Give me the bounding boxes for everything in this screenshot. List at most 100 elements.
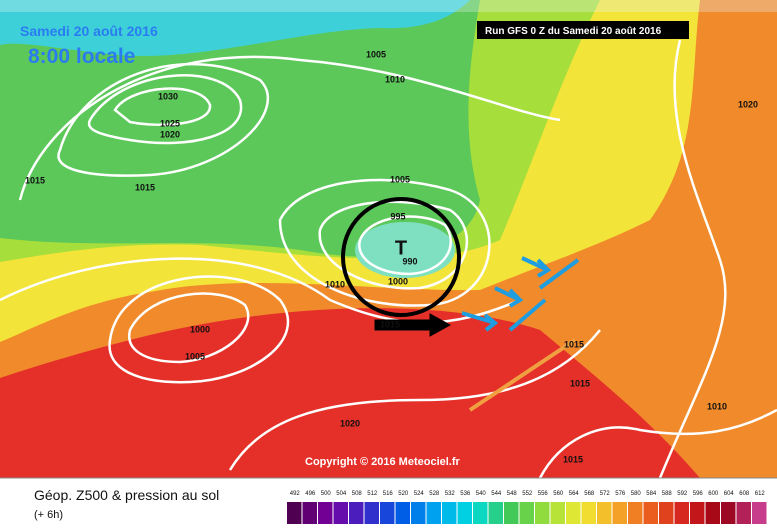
scale-label: 572 bbox=[600, 491, 611, 497]
footer-step: (+ 6h) bbox=[34, 509, 63, 521]
scale-swatch bbox=[426, 502, 441, 524]
isobar-label: 995 bbox=[390, 211, 405, 221]
isobar-label: 1015 bbox=[25, 175, 45, 185]
scale-swatch bbox=[488, 502, 503, 524]
scale-label: 556 bbox=[538, 491, 549, 497]
isobar-label: 1015 bbox=[563, 454, 583, 464]
scale-swatch bbox=[721, 502, 736, 524]
scale-swatch bbox=[597, 502, 612, 524]
isobar-label: 1000 bbox=[388, 276, 408, 286]
isobar-label: 1010 bbox=[385, 74, 405, 84]
date: Samedi 20 août 2016 bbox=[20, 23, 158, 39]
scale-label: 504 bbox=[336, 491, 347, 497]
isobars bbox=[0, 39, 777, 479]
isobar-label: 1005 bbox=[185, 351, 205, 361]
isobar-label: 1015 bbox=[564, 339, 584, 349]
scale-swatch bbox=[380, 502, 395, 524]
scale-swatch bbox=[705, 502, 720, 524]
scale-label: 576 bbox=[615, 491, 626, 497]
isobar-label: 990 bbox=[402, 256, 417, 266]
scale-swatch bbox=[612, 502, 627, 524]
scale-swatch bbox=[581, 502, 596, 524]
map-background bbox=[0, 0, 777, 478]
scale-label: 552 bbox=[522, 491, 533, 497]
scale-label: 508 bbox=[352, 491, 363, 497]
scale-label: 528 bbox=[429, 491, 440, 497]
scale-label: 544 bbox=[491, 491, 502, 497]
scale-swatch bbox=[395, 502, 410, 524]
isobar-label: 1000 bbox=[190, 324, 210, 334]
scale-swatch bbox=[411, 502, 426, 524]
isobar-label: 1010 bbox=[325, 279, 345, 289]
scale-label: 596 bbox=[693, 491, 704, 497]
annotations: T bbox=[341, 197, 580, 412]
scale-swatch bbox=[302, 502, 317, 524]
isobar-label: 1020 bbox=[160, 129, 180, 139]
scale-swatch bbox=[333, 502, 348, 524]
time: 8:00 locale bbox=[28, 45, 135, 68]
scale-label: 604 bbox=[724, 491, 735, 497]
scale-label: 564 bbox=[569, 491, 580, 497]
scale-swatch bbox=[566, 502, 581, 524]
scale-label: 500 bbox=[321, 491, 332, 497]
isobar-label: 1030 bbox=[158, 91, 178, 101]
scale-label: 560 bbox=[553, 491, 564, 497]
scale-swatch bbox=[736, 502, 751, 524]
scale-label: 516 bbox=[383, 491, 394, 497]
scale-swatch bbox=[550, 502, 565, 524]
scale-label: 608 bbox=[739, 491, 750, 497]
isobar-label: 1020 bbox=[340, 418, 360, 428]
blue-arrows bbox=[461, 256, 580, 332]
scale-swatch bbox=[690, 502, 705, 524]
scale-label: 568 bbox=[584, 491, 595, 497]
scale-swatch bbox=[535, 502, 550, 524]
scale-swatch bbox=[287, 502, 302, 524]
scale-swatch bbox=[519, 502, 534, 524]
scale-swatch bbox=[752, 502, 767, 524]
isobar-label: 1015 bbox=[570, 378, 590, 388]
scale-label: 584 bbox=[646, 491, 657, 497]
scale-swatch bbox=[674, 502, 689, 524]
scale-label: 520 bbox=[398, 491, 409, 497]
scale-swatch bbox=[628, 502, 643, 524]
scale-label: 536 bbox=[460, 491, 471, 497]
scale-swatch bbox=[349, 502, 364, 524]
scale-label: 600 bbox=[708, 491, 719, 497]
scale-swatch bbox=[318, 502, 333, 524]
footer-title: Géop. Z500 & pression au sol bbox=[34, 487, 219, 503]
scale-swatch bbox=[643, 502, 658, 524]
scale-label: 548 bbox=[507, 491, 518, 497]
color-scale: 492 496 500 504 508 512 516 520 524 528 532 536 540 5… bbox=[287, 491, 767, 524]
scale-label: 496 bbox=[305, 491, 316, 497]
scale-label: 524 bbox=[414, 491, 425, 497]
isobar-label: 1005 bbox=[390, 174, 410, 184]
scale-swatch bbox=[659, 502, 674, 524]
scale-label: 580 bbox=[631, 491, 642, 497]
scale-label: 532 bbox=[445, 491, 456, 497]
isobar-label: 1025 bbox=[160, 118, 180, 128]
scale-swatch bbox=[364, 502, 379, 524]
scale-label: 512 bbox=[367, 491, 378, 497]
black-arrow bbox=[374, 313, 452, 337]
isobar-label: 1010 bbox=[707, 401, 727, 411]
low-marker: T bbox=[395, 237, 407, 259]
scale-label: 492 bbox=[290, 491, 301, 497]
orange-line bbox=[468, 338, 577, 412]
scale-swatch bbox=[457, 502, 472, 524]
scale-swatch bbox=[442, 502, 457, 524]
scale-label: 588 bbox=[662, 491, 673, 497]
low-circle bbox=[341, 197, 461, 317]
isobar-label: 1020 bbox=[738, 99, 758, 109]
isobar-label: 1015 bbox=[135, 182, 155, 192]
scale-label: 592 bbox=[677, 491, 688, 497]
scale-swatch bbox=[473, 502, 488, 524]
isobar-label: 1005 bbox=[366, 49, 386, 59]
isobar-label: 1015 bbox=[380, 319, 400, 329]
run-info: Run GFS 0 Z du Samedi 20 août 2016 bbox=[485, 26, 662, 37]
scale-swatch bbox=[504, 502, 519, 524]
copyright: Copyright © 2016 Meteociel.fr bbox=[305, 456, 461, 468]
scale-label: 612 bbox=[755, 491, 766, 497]
run-box bbox=[477, 21, 689, 39]
scale-label: 540 bbox=[476, 491, 487, 497]
